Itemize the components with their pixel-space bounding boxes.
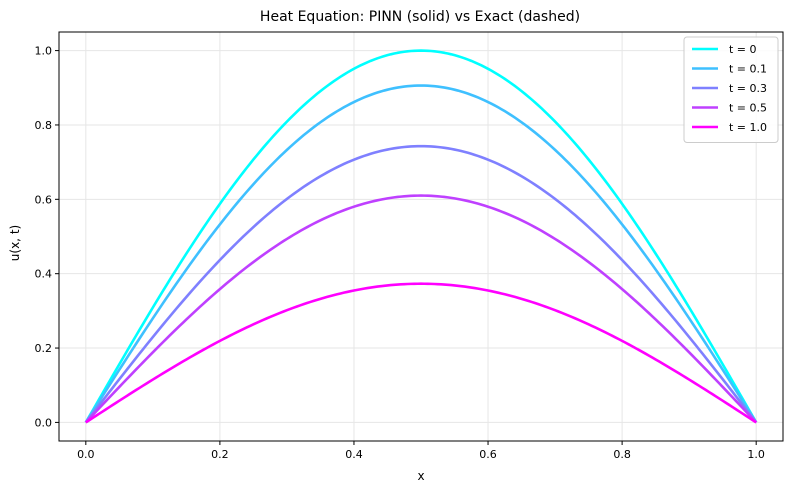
y-tick-label: 0.4 xyxy=(35,268,53,281)
grid xyxy=(59,32,783,441)
x-tick-label: 0.6 xyxy=(479,448,497,461)
series-exact-line xyxy=(85,283,757,423)
axis-ticks: 0.0 0.2 0.4 0.6 0.8 1.0 0.0 0.2 0.4 0.6 0.8 1.0 xyxy=(35,45,765,461)
x-tick-label: 0.8 xyxy=(613,448,631,461)
series-lines xyxy=(84,49,758,424)
series-exact-line xyxy=(85,84,757,423)
legend: t = 0 t = 0.1 t = 0.3 t = 0.5 t = 1.0 xyxy=(683,36,779,143)
x-tick-label: 0.4 xyxy=(345,448,363,461)
legend-label: t = 1.0 xyxy=(729,121,767,134)
x-tick-label: 0.0 xyxy=(77,448,95,461)
x-tick-label: 0.2 xyxy=(211,448,229,461)
plot-frame xyxy=(58,31,784,442)
series-line xyxy=(85,282,757,424)
y-tick-label: 0.8 xyxy=(35,119,53,132)
x-axis-label: x xyxy=(417,469,424,483)
series-line xyxy=(84,194,758,424)
legend-label: t = 0.3 xyxy=(729,82,767,95)
y-tick-label: 1.0 xyxy=(35,45,53,58)
legend-label: t = 0 xyxy=(729,43,757,56)
legend-box xyxy=(683,36,779,143)
y-tick-label: 0.2 xyxy=(35,342,53,355)
chart-title: Heat Equation: PINN (solid) vs Exact (da… xyxy=(260,9,580,25)
legend-label: t = 0.5 xyxy=(729,102,767,115)
y-tick-label: 0.0 xyxy=(35,416,53,429)
x-tick-label: 1.0 xyxy=(747,448,765,461)
series-line xyxy=(84,49,758,424)
series-exact-line xyxy=(85,49,757,423)
y-tick-label: 0.6 xyxy=(35,193,53,206)
legend-label: t = 0.1 xyxy=(729,63,767,76)
series-exact-line xyxy=(85,145,757,423)
y-axis-label: u(x, t) xyxy=(8,225,22,261)
series-exact-line xyxy=(85,194,757,423)
